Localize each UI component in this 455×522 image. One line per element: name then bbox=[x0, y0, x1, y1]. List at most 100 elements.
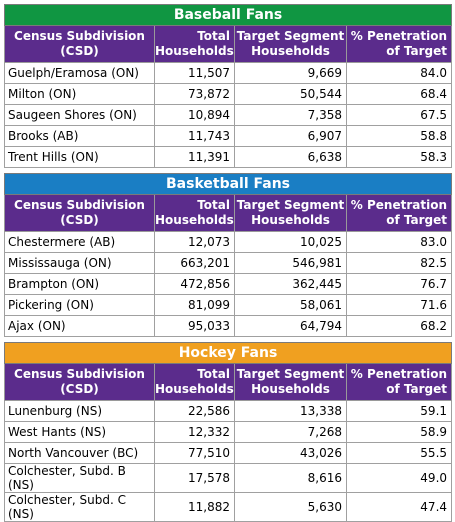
target-segment-column-header: Target Segment Households bbox=[234, 363, 347, 401]
total-households-cell: 17,578 bbox=[154, 463, 235, 493]
table-row: Brampton (ON) 472,856 362,445 76.7 bbox=[4, 273, 453, 295]
basketball-header-row: Census Subdivision (CSD) Total Households Ta… bbox=[4, 194, 453, 232]
target-households-cell: 58,061 bbox=[234, 294, 347, 316]
total-households-column-header-line1: Total bbox=[197, 367, 230, 381]
target-segment-column-header: Target Segment Households bbox=[234, 194, 347, 232]
penetration-column-header: % Penetration of Target bbox=[345, 194, 453, 232]
penetration-cell: 58.8 bbox=[345, 125, 453, 147]
total-households-cell: 77,510 bbox=[154, 442, 235, 464]
total-households-cell: 12,332 bbox=[154, 421, 235, 443]
target-households-cell: 10,025 bbox=[234, 231, 347, 253]
csd-cell: Lunenburg (NS) bbox=[4, 400, 155, 422]
csd-cell: Pickering (ON) bbox=[4, 294, 155, 316]
baseball-banner-title: Baseball Fans bbox=[3, 4, 453, 26]
target-households-cell: 13,338 bbox=[234, 400, 347, 422]
baseball-banner-row: Baseball Fans bbox=[3, 4, 453, 26]
penetration-cell: 84.0 bbox=[345, 62, 453, 84]
penetration-cell: 58.9 bbox=[345, 421, 453, 443]
penetration-column-header-line1: % Penetration bbox=[350, 198, 448, 212]
penetration-column-header-line2: of Target bbox=[386, 213, 448, 227]
penetration-column-header-line2: of Target bbox=[386, 382, 448, 396]
csd-cell: North Vancouver (BC) bbox=[4, 442, 155, 464]
target-households-cell: 6,907 bbox=[234, 125, 347, 147]
csd-column-header-line1: Census Subdivision bbox=[14, 29, 145, 43]
csd-column-header: Census Subdivision (CSD) bbox=[4, 363, 155, 401]
penetration-cell: 55.5 bbox=[345, 442, 453, 464]
total-households-column-header-line1: Total bbox=[197, 198, 230, 212]
csd-cell: Saugeen Shores (ON) bbox=[4, 104, 155, 126]
total-households-column-header-line2: Households bbox=[155, 213, 234, 227]
target-segment-column-header-line1: Target Segment bbox=[236, 367, 345, 381]
csd-cell: Chestermere (AB) bbox=[4, 231, 155, 253]
csd-column-header-line2: (CSD) bbox=[60, 213, 99, 227]
target-segment-column-header-line2: Households bbox=[251, 213, 330, 227]
target-segment-column-header-line1: Target Segment bbox=[236, 198, 345, 212]
csd-cell: Brooks (AB) bbox=[4, 125, 155, 147]
csd-cell: Trent Hills (ON) bbox=[4, 146, 155, 168]
penetration-cell: 58.3 bbox=[345, 146, 453, 168]
table-row: Trent Hills (ON) 11,391 6,638 58.3 bbox=[4, 146, 453, 168]
penetration-column-header-line2: of Target bbox=[386, 44, 448, 58]
penetration-cell: 83.0 bbox=[345, 231, 453, 253]
total-households-cell: 663,201 bbox=[154, 252, 235, 274]
target-segment-column-header: Target Segment Households bbox=[234, 25, 347, 63]
target-households-cell: 362,445 bbox=[234, 273, 347, 295]
total-households-cell: 472,856 bbox=[154, 273, 235, 295]
penetration-column-header-line1: % Penetration bbox=[350, 29, 448, 43]
table-row: West Hants (NS) 12,332 7,268 58.9 bbox=[4, 421, 453, 443]
csd-cell: Brampton (ON) bbox=[4, 273, 155, 295]
basketball-banner-row: Basketball Fans bbox=[3, 173, 453, 195]
penetration-cell: 49.0 bbox=[345, 463, 453, 493]
penetration-cell: 68.2 bbox=[345, 315, 453, 337]
penetration-cell: 59.1 bbox=[345, 400, 453, 422]
table-row: Ajax (ON) 95,033 64,794 68.2 bbox=[4, 315, 453, 337]
total-households-column-header-line2: Households bbox=[155, 44, 234, 58]
table-row: Chestermere (AB) 12,073 10,025 83.0 bbox=[4, 231, 453, 253]
table-row: Pickering (ON) 81,099 58,061 71.6 bbox=[4, 294, 453, 316]
table-row: Mississauga (ON) 663,201 546,981 82.5 bbox=[4, 252, 453, 274]
basketball-banner-title: Basketball Fans bbox=[3, 173, 453, 195]
total-households-column-header: Total Households bbox=[154, 363, 235, 401]
target-segment-column-header-line2: Households bbox=[251, 382, 330, 396]
csd-column-header: Census Subdivision (CSD) bbox=[4, 25, 155, 63]
total-households-cell: 22,586 bbox=[154, 400, 235, 422]
target-households-cell: 6,638 bbox=[234, 146, 347, 168]
total-households-cell: 11,391 bbox=[154, 146, 235, 168]
fans-table-body: Baseball Fans Census Subdivision (CSD) Tota… bbox=[3, 4, 453, 522]
csd-column-header: Census Subdivision (CSD) bbox=[4, 194, 155, 232]
fans-tables: Baseball Fans Census Subdivision (CSD) Tota… bbox=[3, 4, 453, 522]
total-households-cell: 10,894 bbox=[154, 104, 235, 126]
total-households-cell: 12,073 bbox=[154, 231, 235, 253]
total-households-cell: 81,099 bbox=[154, 294, 235, 316]
penetration-cell: 67.5 bbox=[345, 104, 453, 126]
table-row: Brooks (AB) 11,743 6,907 58.8 bbox=[4, 125, 453, 147]
table-row: North Vancouver (BC) 77,510 43,026 55.5 bbox=[4, 442, 453, 464]
target-households-cell: 9,669 bbox=[234, 62, 347, 84]
target-households-cell: 5,630 bbox=[234, 492, 347, 522]
hockey-banner-row: Hockey Fans bbox=[3, 342, 453, 364]
csd-cell: Ajax (ON) bbox=[4, 315, 155, 337]
target-segment-column-header-line2: Households bbox=[251, 44, 330, 58]
target-households-cell: 50,544 bbox=[234, 83, 347, 105]
csd-column-header-line2: (CSD) bbox=[60, 44, 99, 58]
total-households-cell: 11,507 bbox=[154, 62, 235, 84]
penetration-cell: 47.4 bbox=[345, 492, 453, 522]
penetration-cell: 71.6 bbox=[345, 294, 453, 316]
csd-column-header-line1: Census Subdivision bbox=[14, 367, 145, 381]
total-households-cell: 95,033 bbox=[154, 315, 235, 337]
csd-cell: Milton (ON) bbox=[4, 83, 155, 105]
table-row: Milton (ON) 73,872 50,544 68.4 bbox=[4, 83, 453, 105]
total-households-column-header: Total Households bbox=[154, 25, 235, 63]
table-row: Colchester, Subd. B (NS) 17,578 8,616 49.0 bbox=[4, 463, 453, 493]
total-households-cell: 11,882 bbox=[154, 492, 235, 522]
target-households-cell: 546,981 bbox=[234, 252, 347, 274]
table-row: Guelph/Eramosa (ON) 11,507 9,669 84.0 bbox=[4, 62, 453, 84]
target-segment-column-header-line1: Target Segment bbox=[236, 29, 345, 43]
baseball-header-row: Census Subdivision (CSD) Total Households Ta… bbox=[4, 25, 453, 63]
csd-column-header-line1: Census Subdivision bbox=[14, 198, 145, 212]
penetration-cell: 82.5 bbox=[345, 252, 453, 274]
total-households-cell: 73,872 bbox=[154, 83, 235, 105]
csd-cell: Colchester, Subd. C (NS) bbox=[4, 492, 155, 522]
hockey-banner-title: Hockey Fans bbox=[3, 342, 453, 364]
total-households-column-header-line1: Total bbox=[197, 29, 230, 43]
